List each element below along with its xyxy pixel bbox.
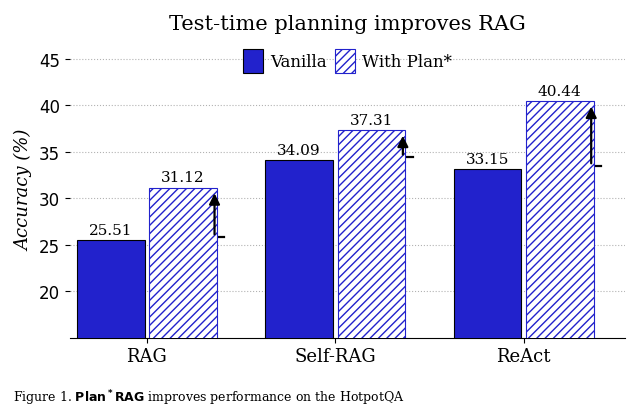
Bar [338, 131, 405, 409]
Bar [454, 169, 521, 409]
Text: 37.31: 37.31 [350, 114, 393, 128]
Title: Test-time planning improves RAG: Test-time planning improves RAG [169, 15, 525, 34]
Text: 40.44: 40.44 [538, 85, 582, 99]
Legend: Vanilla, With Plan*: Vanilla, With Plan* [237, 43, 458, 80]
Bar [77, 240, 145, 409]
Bar [265, 161, 333, 409]
Text: 25.51: 25.51 [89, 223, 132, 237]
Text: 34.09: 34.09 [277, 144, 321, 157]
Text: 33.15: 33.15 [466, 152, 509, 166]
Y-axis label: Accuracy (%): Accuracy (%) [15, 129, 33, 250]
Bar [149, 188, 217, 409]
Text: Figure 1. $\mathbf{Plan^*RAG}$ improves performance on the HotpotQA: Figure 1. $\mathbf{Plan^*RAG}$ improves … [13, 387, 404, 407]
Text: 31.12: 31.12 [161, 171, 205, 185]
Bar [526, 102, 594, 409]
